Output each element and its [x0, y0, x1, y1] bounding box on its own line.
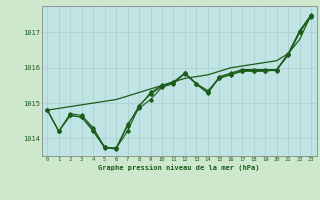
X-axis label: Graphe pression niveau de la mer (hPa): Graphe pression niveau de la mer (hPa): [99, 164, 260, 171]
